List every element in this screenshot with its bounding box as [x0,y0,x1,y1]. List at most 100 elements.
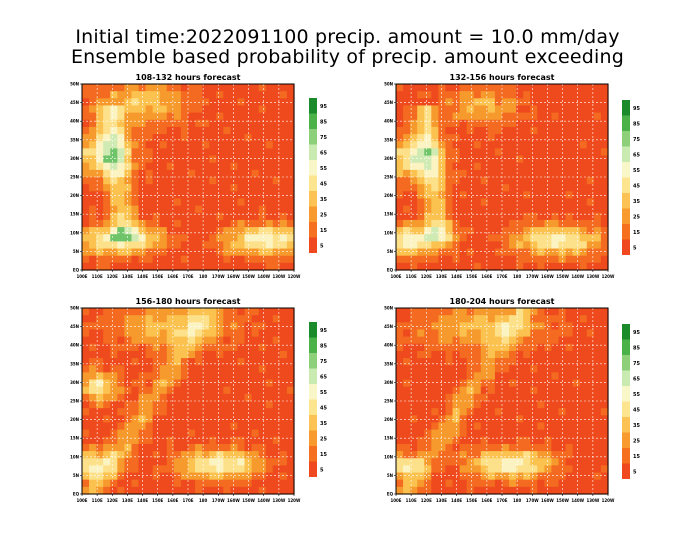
field-cell [216,219,224,228]
field-cell [138,98,147,107]
field-cell [438,98,447,107]
field-cell [89,322,97,331]
field-cell [502,84,510,92]
field-cell [258,472,267,481]
field-cell [272,372,281,381]
field-cell [530,315,538,323]
field-cell [223,198,231,207]
field-cell [516,343,524,352]
field-cell [424,336,432,345]
field-cell [544,465,553,474]
field-cell [523,126,531,135]
field-cell [452,162,461,171]
field-cell [251,486,260,495]
field-cell [159,205,168,214]
x-tick-label: 160W [227,498,240,503]
field-cell [117,343,125,352]
field-cell [480,379,489,388]
field-cell [251,112,260,121]
field-cell [286,162,295,171]
field-cell [230,84,239,92]
field-cell [579,98,588,107]
field-cell [272,241,281,250]
field-cell [396,386,404,395]
field-cell [195,162,203,171]
field-cell [502,372,510,381]
field-cell [396,126,404,135]
field-cell [572,401,581,409]
field-cell [216,451,224,459]
field-cell [286,105,295,114]
field-cell [138,343,147,352]
x-tick-label: 130W [586,274,599,279]
field-cell [530,205,538,214]
field-cell [202,255,210,264]
field-cell [82,451,90,459]
colorbar-segment [622,193,630,209]
field-cell [593,134,602,142]
field-cell [565,422,574,431]
field-cell [145,465,154,474]
field-cell [152,241,161,250]
field-cell [473,322,482,331]
field-cell [188,91,196,99]
field-cell [445,350,454,359]
field-cell [124,408,133,416]
field-cell [124,451,133,459]
field-cell [586,227,595,235]
field-cell [124,241,133,250]
field-cell [551,458,560,466]
field-cell [251,255,260,264]
field-cell [523,336,531,345]
field-cell [473,177,482,185]
field-cell [487,126,496,135]
field-cell [445,141,454,149]
field-cell [159,451,168,459]
field-cell [216,358,224,366]
field-cell [523,458,531,466]
field-cell [202,219,210,228]
field-cell [230,479,239,488]
field-cell [424,84,432,92]
x-tick-label: 140W [257,274,270,279]
field-cell [145,134,154,142]
field-cell [216,227,224,235]
field-cell [410,429,418,438]
field-cell [502,212,510,221]
field-cell [145,486,154,495]
x-tick-label: 170W [212,274,225,279]
field-cell [572,105,581,114]
colorbar-segment [309,415,317,431]
field-cell [410,105,418,114]
field-cell [209,141,217,149]
x-tick-label: 150W [556,274,569,279]
field-cell [494,155,503,164]
field-cell [209,177,217,185]
field-cell [166,379,175,388]
field-cell [466,177,475,185]
field-cell [89,134,97,142]
field-cell [237,451,246,459]
field-cell [530,241,538,250]
field-cell [195,458,203,466]
colorbar-segment [622,386,630,402]
field-cell [244,343,253,352]
field-cell [480,105,489,114]
field-cell [286,393,295,402]
field-cell [173,443,182,452]
field-cell [424,248,432,257]
field-cell [473,134,482,142]
field-cell [258,84,267,92]
field-cell [230,134,239,142]
field-cell [544,169,553,178]
field-cell [195,148,203,157]
field-cell [572,162,581,171]
field-cell [403,227,411,235]
field-cell [523,308,531,316]
field-cell [110,443,118,452]
field-cell [124,472,133,481]
field-cell [494,350,503,359]
x-tick-label: 120E [421,498,432,503]
field-cell [286,198,295,207]
field-cell [558,198,567,207]
